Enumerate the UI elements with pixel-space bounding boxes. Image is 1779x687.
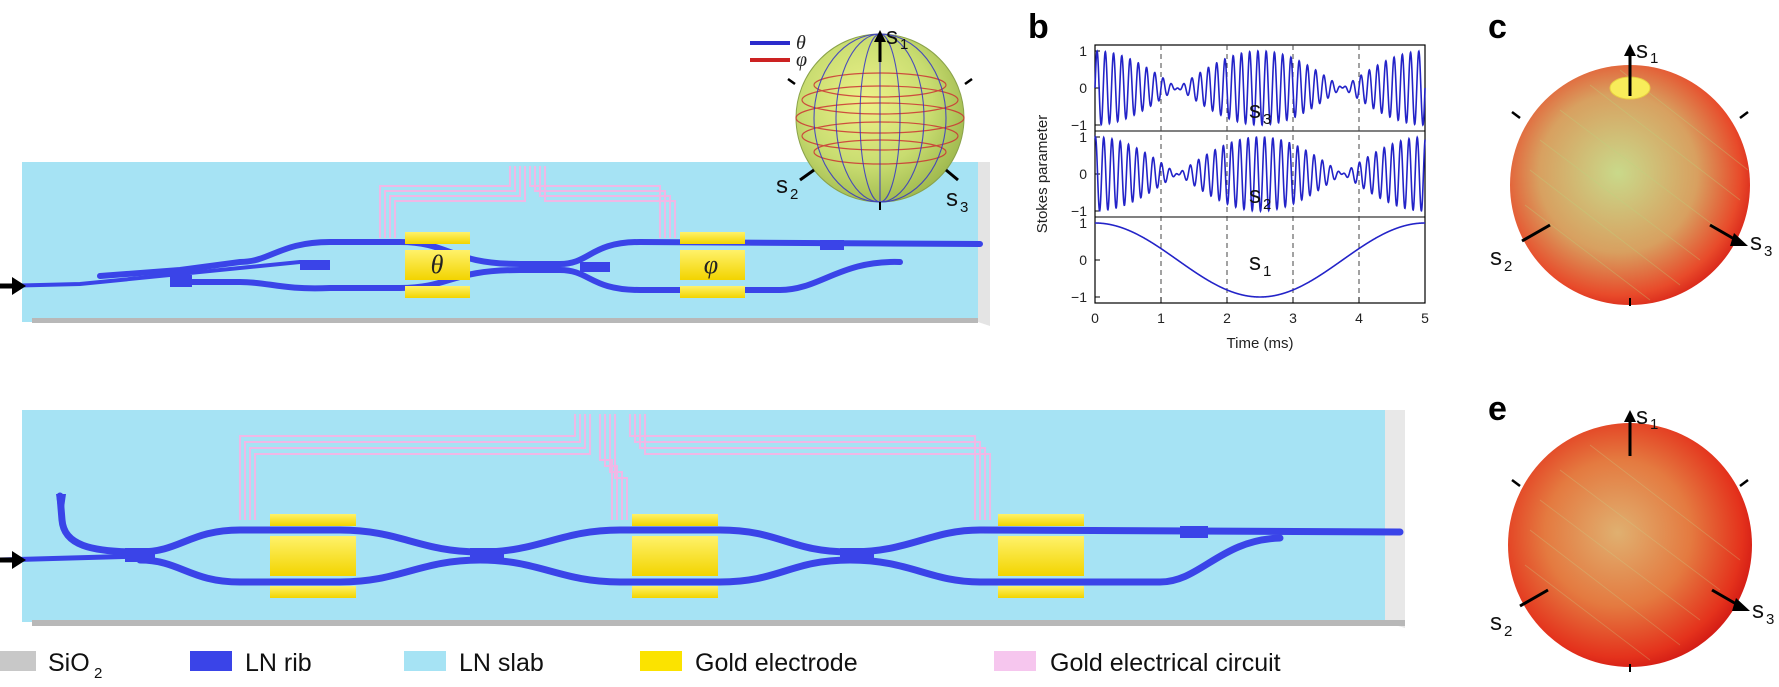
y-tick-label-2-0: 1 bbox=[1079, 215, 1087, 231]
gold-circuit-1 bbox=[379, 166, 676, 238]
x-tick-label-1: 1 bbox=[1157, 310, 1165, 326]
sphere-c-s1-sub: 1 bbox=[1650, 50, 1658, 67]
x-tick-label-0: 0 bbox=[1091, 310, 1099, 326]
legend-label-ln-rib: LN rib bbox=[245, 649, 312, 677]
y-tick-label-0-1: 0 bbox=[1079, 80, 1087, 96]
chip-2 bbox=[0, 410, 1405, 628]
series-line-s3 bbox=[1094, 49, 1426, 127]
sphere-e-s1-sub: 1 bbox=[1650, 416, 1658, 433]
legend-item-gold-electrode: Gold electrode bbox=[640, 649, 858, 677]
sphere-legend: θ φ bbox=[750, 32, 807, 71]
sphere-a-s2-sub: 2 bbox=[790, 186, 798, 203]
x-tick-label-4: 4 bbox=[1355, 310, 1363, 326]
sphere-e-s1-base: s bbox=[1636, 403, 1648, 430]
legend-item-ln-rib: LN rib bbox=[190, 649, 312, 677]
chip-1: θ φ bbox=[0, 162, 990, 326]
series-label-s2-base: s bbox=[1249, 182, 1261, 209]
electrode-2b bbox=[632, 514, 718, 598]
sphere-c-s3-base: s bbox=[1750, 229, 1762, 256]
panel-e-letter: e bbox=[1488, 390, 1507, 428]
theta-label: θ bbox=[431, 250, 444, 279]
legend-item-sio2: SiO 2 bbox=[0, 649, 102, 682]
sphere-c-s2-base: s bbox=[1490, 244, 1502, 271]
legend-label-gold-electrode: Gold electrode bbox=[695, 649, 858, 677]
sphere-e-s3-base: s bbox=[1752, 597, 1764, 624]
sphere-c-s1-base: s bbox=[1636, 37, 1648, 64]
series-label-s1-sub: 1 bbox=[1263, 263, 1271, 280]
x-axis-label: Time (ms) bbox=[1227, 335, 1294, 352]
poincare-sphere-e: s 1 s 2 s 3 bbox=[1490, 403, 1774, 672]
legend-label-ln-slab: LN slab bbox=[459, 649, 544, 677]
x-tick-label-3: 3 bbox=[1289, 310, 1297, 326]
electrode-2a bbox=[270, 514, 356, 598]
legend-swatch-ln-slab bbox=[404, 651, 446, 671]
y-tick-label-0-0: 1 bbox=[1079, 43, 1087, 59]
legend-phi-label: φ bbox=[796, 49, 807, 71]
series-label-s2-sub: 2 bbox=[1263, 196, 1271, 213]
panel-b-letter: b bbox=[1028, 8, 1049, 46]
y-tick-label-2-2: −1 bbox=[1071, 289, 1087, 305]
sphere-e-s3-sub: 3 bbox=[1766, 611, 1774, 628]
legend-label-sio2: SiO bbox=[48, 649, 90, 677]
series-line-s1 bbox=[1095, 222, 1425, 298]
electrode-2c bbox=[998, 514, 1084, 598]
legend-swatch-ln-rib bbox=[190, 651, 232, 671]
series-label-s1-base: s bbox=[1249, 249, 1261, 276]
chart-grid bbox=[1160, 45, 1360, 303]
y-tick-label-1-0: 1 bbox=[1079, 129, 1087, 145]
stokes-chart: 0 1 2 3 4 510−110−110−1 Time (ms) Stokes para… bbox=[1034, 43, 1429, 352]
x-tick-label-5: 5 bbox=[1421, 310, 1429, 326]
chart-ticks: 0 1 2 3 4 510−110−110−1 bbox=[1071, 43, 1429, 326]
legend-item-ln-slab: LN slab bbox=[404, 649, 544, 677]
phi-label: φ bbox=[704, 250, 718, 279]
sphere-a-s3-sub: 3 bbox=[960, 199, 968, 216]
sphere-e-s2-sub: 2 bbox=[1504, 623, 1512, 640]
input-arrow-2 bbox=[12, 551, 26, 569]
series-label-s3-sub: 3 bbox=[1263, 111, 1271, 128]
y-tick-label-2-1: 0 bbox=[1079, 252, 1087, 268]
legend-label-gold-circuit: Gold electrical circuit bbox=[1050, 649, 1281, 677]
legend-sub-sio2: 2 bbox=[94, 665, 102, 682]
legend-swatch-gold-circuit bbox=[994, 651, 1036, 671]
y-tick-label-0-2: −1 bbox=[1071, 117, 1087, 133]
sphere-a-s1-sub: 1 bbox=[900, 36, 908, 53]
sphere-a-s2-base: s bbox=[776, 172, 788, 199]
sphere-c-s3-sub: 3 bbox=[1764, 243, 1772, 260]
y-axis-label: Stokes parameter bbox=[1034, 115, 1051, 233]
x-tick-label-2: 2 bbox=[1223, 310, 1231, 326]
legend-swatch-gold-electrode bbox=[640, 651, 682, 671]
sphere-a-s3-base: s bbox=[946, 185, 958, 212]
material-legend: SiO 2 LN rib LN slab Gold electrode Gold… bbox=[0, 649, 1281, 682]
legend-item-gold-circuit: Gold electrical circuit bbox=[994, 649, 1281, 677]
sphere-c-s2-sub: 2 bbox=[1504, 258, 1512, 275]
y-tick-label-1-1: 0 bbox=[1079, 166, 1087, 182]
y-tick-label-1-2: −1 bbox=[1071, 203, 1087, 219]
panel-c-letter: c bbox=[1488, 8, 1507, 46]
electrode-phi bbox=[680, 232, 745, 298]
sphere-e-s2-base: s bbox=[1490, 609, 1502, 636]
series-line-s2 bbox=[1094, 134, 1426, 214]
sphere-a-labels: s 1 s 2 s 3 bbox=[776, 23, 968, 216]
poincare-sphere-c: s 1 s 2 s 3 bbox=[1490, 37, 1772, 306]
electrode-theta bbox=[405, 232, 470, 298]
legend-theta-label: θ bbox=[796, 32, 806, 54]
input-arrow-1 bbox=[12, 277, 26, 295]
legend-swatch-sio2 bbox=[0, 651, 36, 671]
chart-lines bbox=[1094, 49, 1426, 298]
sphere-a-s1-base: s bbox=[886, 23, 898, 50]
series-label-s3-base: s bbox=[1249, 97, 1261, 124]
gold-circuit-2 bbox=[239, 414, 991, 520]
poincare-sphere-a bbox=[787, 30, 973, 210]
